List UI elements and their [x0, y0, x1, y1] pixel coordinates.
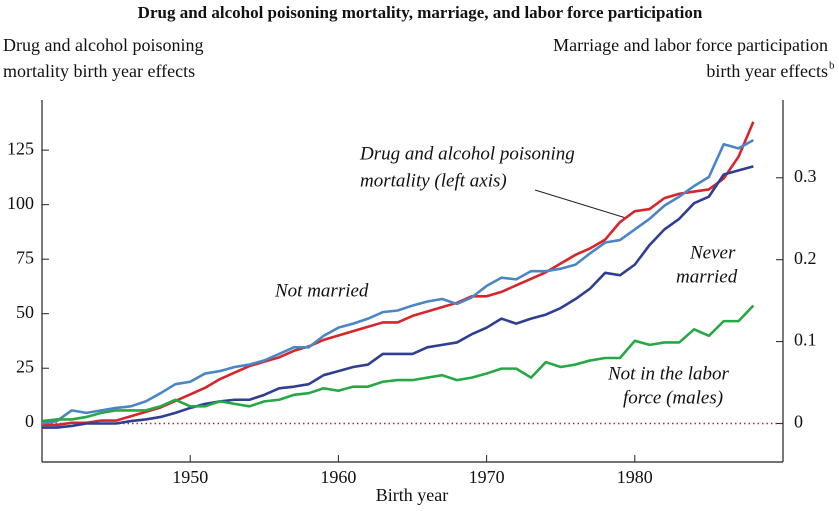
y2-axis-label: birth year effects	[706, 61, 828, 81]
x-tick-label: 1980	[617, 467, 653, 487]
annotation: married	[676, 266, 738, 287]
annotation: Never	[689, 242, 736, 263]
series-line	[41, 138, 754, 425]
y-tick-label: 75	[16, 247, 34, 267]
annotation: Not in the labor	[607, 363, 729, 384]
annotation: force (males)	[623, 387, 723, 408]
y2-tick-label: 0.2	[794, 248, 817, 268]
series-line	[41, 304, 755, 423]
y-tick-label: 125	[7, 138, 34, 158]
x-axis-label: Birth year	[376, 485, 448, 505]
y-tick-label: 100	[7, 193, 34, 213]
annotation: Not married	[274, 280, 369, 301]
y-axis-label: mortality birth year effects	[3, 61, 195, 81]
x-tick-label: 1950	[172, 467, 208, 487]
annotation-leader	[534, 189, 627, 219]
y2-tick-label: 0.1	[794, 330, 817, 350]
y-tick-label: 0	[25, 411, 34, 431]
y2-axis-label: Marriage and labor force participation	[553, 35, 828, 55]
chart-title: Drug and alcohol poisoning mortality, ma…	[138, 3, 703, 22]
y2-tick-label: 0.3	[794, 166, 817, 186]
x-tick-label: 1960	[320, 467, 356, 487]
y2-tick-label: 0	[794, 412, 803, 432]
y-tick-label: 50	[16, 302, 34, 322]
annotation: mortality (left axis)	[360, 170, 507, 191]
annotation: Drug and alcohol poisoning	[359, 143, 575, 164]
x-tick-label: 1970	[469, 467, 505, 487]
y-tick-label: 25	[16, 356, 34, 376]
y-axis-label: Drug and alcohol poisoning	[3, 35, 203, 55]
series-line	[42, 165, 754, 429]
y2-axis-label-note: b	[829, 60, 835, 72]
